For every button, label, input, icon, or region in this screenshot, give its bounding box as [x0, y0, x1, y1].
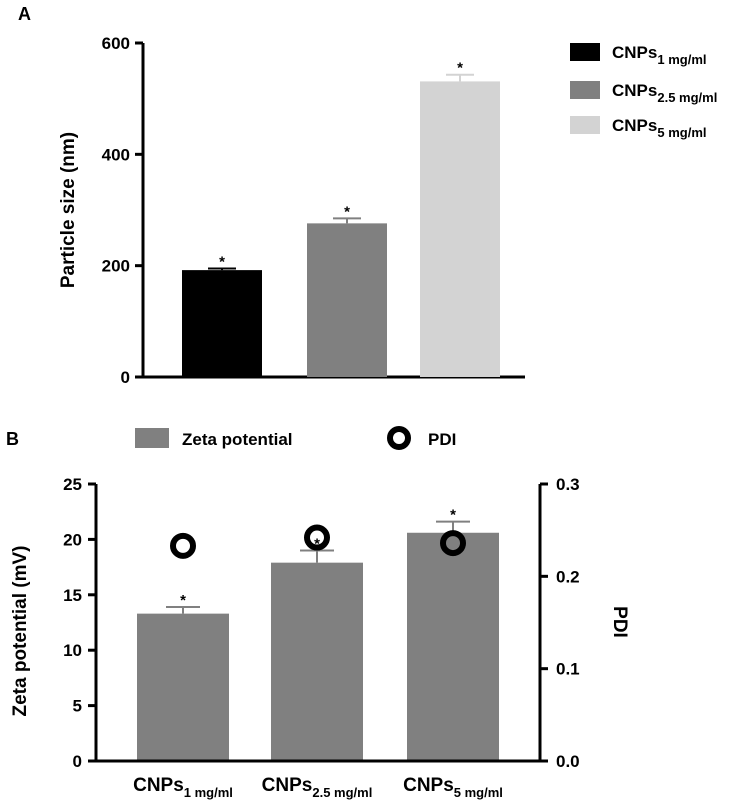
x-category-label: CNPs1 mg/ml — [133, 775, 233, 800]
legend-label: CNPs2.5 mg/ml — [612, 81, 717, 105]
legend-swatch-zeta — [135, 428, 169, 448]
x-category-label-sub: 5 mg/ml — [454, 785, 503, 800]
significance-star: * — [344, 203, 350, 220]
legend-swatch — [570, 116, 600, 134]
significance-star: * — [180, 592, 186, 609]
pdi-point — [170, 532, 196, 559]
legend-swatch — [570, 43, 600, 61]
x-category-label-sub: 2.5 mg/ml — [312, 785, 372, 800]
bar — [420, 81, 500, 377]
y-axis-title: Particle size (nm) — [58, 132, 79, 288]
y-axis-title: Zeta potential (mV) — [10, 545, 31, 716]
legend-label-pdi: PDI — [428, 430, 456, 449]
legend-label-sub: 2.5 mg/ml — [657, 90, 717, 105]
bar — [137, 613, 229, 761]
bar — [307, 223, 387, 377]
pdi-point — [304, 524, 330, 551]
x-category-label-base: CNPs — [262, 775, 313, 796]
y-tick-label: 25 — [63, 475, 82, 494]
legend-label-base: CNPs — [612, 116, 657, 135]
x-category-label: CNPs2.5 mg/ml — [262, 775, 373, 800]
y2-tick-label: 0.0 — [556, 752, 580, 771]
y-tick-label: 0 — [121, 368, 130, 387]
pdi-point — [440, 530, 466, 557]
panel-a-label: A — [18, 4, 31, 24]
x-category-label: CNPs5 mg/ml — [403, 775, 503, 800]
y-tick-label: 5 — [73, 697, 82, 716]
legend-marker-pdi — [387, 426, 411, 450]
bar — [407, 532, 499, 761]
y-tick-label: 400 — [102, 145, 130, 164]
y-tick-label: 0 — [73, 752, 82, 771]
y-tick-label: 20 — [63, 530, 82, 549]
x-category-label-base: CNPs — [403, 775, 454, 796]
zeta-pdi-chart: Zeta potential PDI * * * 0 5 10 15 20 25 0.0 0.1 0.2 0… — [10, 426, 630, 800]
y2-axis-title: PDI — [609, 606, 630, 638]
significance-star: * — [314, 535, 320, 552]
legend-label-base: CNPs — [612, 81, 657, 100]
x-category-label-base: CNPs — [133, 775, 184, 796]
legend-label-base: CNPs — [612, 43, 657, 62]
legend-label: CNPs1 mg/ml — [612, 43, 706, 67]
y2-tick-label: 0.1 — [556, 660, 580, 679]
y-tick-label: 10 — [63, 641, 82, 660]
y2-tick-label: 0.3 — [556, 475, 580, 494]
y-tick-label: 200 — [102, 257, 130, 276]
x-category-label-sub: 1 mg/ml — [184, 785, 233, 800]
legend-label-sub: 1 mg/ml — [657, 52, 706, 67]
legend-label: CNPs5 mg/ml — [612, 116, 706, 140]
significance-star: * — [457, 60, 463, 77]
y-tick-label: 15 — [63, 586, 82, 605]
significance-star: * — [219, 253, 225, 270]
panel-b-label: B — [6, 429, 19, 449]
legend-swatch — [570, 81, 600, 99]
bar — [271, 562, 363, 761]
legend-label-sub: 5 mg/ml — [657, 125, 706, 140]
legend-label-zeta: Zeta potential — [182, 430, 293, 449]
significance-star: * — [450, 507, 456, 524]
y2-tick-label: 0.2 — [556, 567, 580, 586]
bar — [182, 270, 262, 377]
y-tick-label: 600 — [102, 34, 130, 53]
